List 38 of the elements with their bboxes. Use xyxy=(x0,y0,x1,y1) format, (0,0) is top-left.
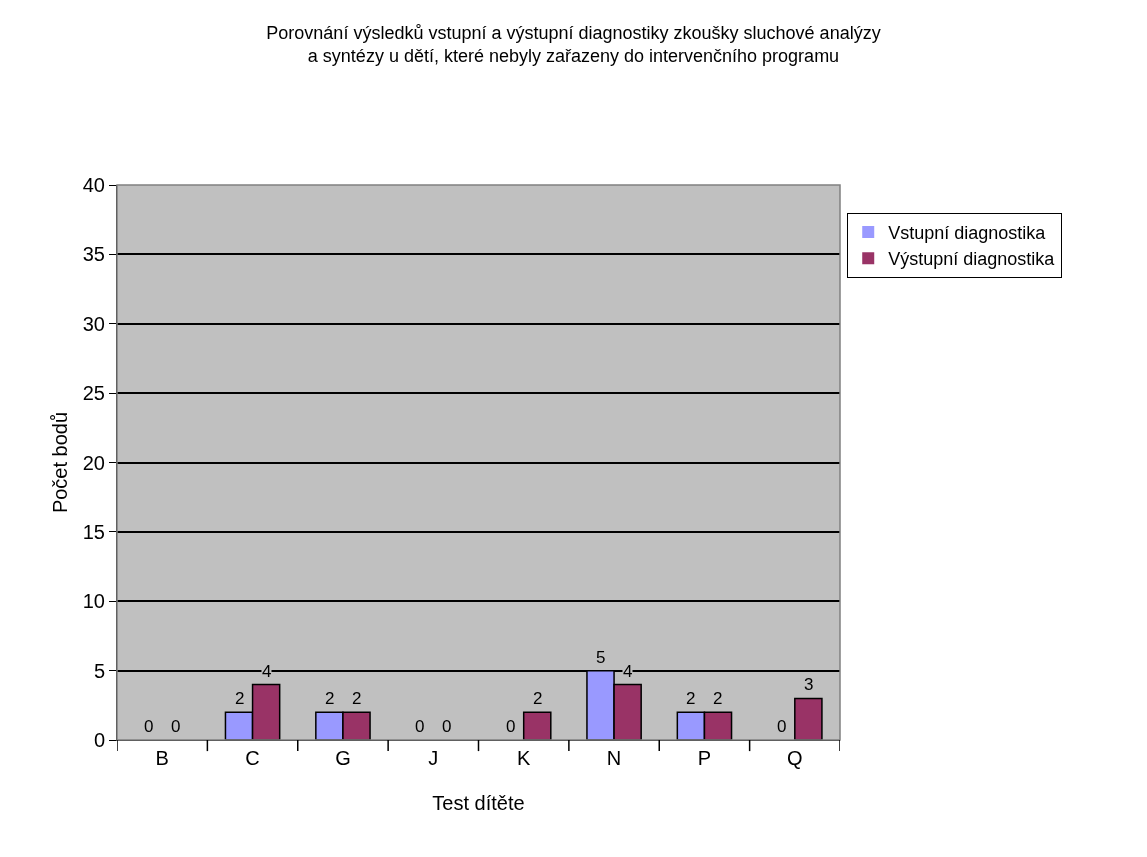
data-label: 2 xyxy=(686,689,696,708)
data-label: 0 xyxy=(144,717,154,736)
y-tick-label: 25 xyxy=(82,382,105,405)
y-tick-label: 10 xyxy=(82,590,105,613)
y-tick-label: 30 xyxy=(82,312,105,335)
data-label: 2 xyxy=(533,689,543,708)
data-label: 0 xyxy=(415,717,425,736)
y-axis-title: Počet bodů xyxy=(49,411,71,514)
data-label: 4 xyxy=(262,662,272,681)
x-axis-title: Test dítěte xyxy=(432,792,525,814)
chart-title: Porovnání výsledků vstupní a výstupní diagnostiky zkoušky sluchové analýzy a syntézy u dětí, které nebyly zařazeny do intervenčního programu xyxy=(266,22,881,66)
legend-label: Vstupní diagnostika xyxy=(888,222,1047,243)
x-tick-label: J xyxy=(428,747,439,769)
y-tick-label: 35 xyxy=(82,243,105,266)
data-label: 0 xyxy=(777,717,787,736)
x-tick-label: N xyxy=(606,747,622,769)
y-tick-label: 0 xyxy=(93,729,105,751)
data-label: 2 xyxy=(352,689,362,708)
x-tick-label: Q xyxy=(787,747,803,769)
y-tick-label: 20 xyxy=(82,451,105,474)
data-label: 0 xyxy=(442,717,452,736)
y-tick-label: 5 xyxy=(93,659,105,682)
legend-label: Výstupní diagnostika xyxy=(888,249,1056,270)
y-tick-label: 15 xyxy=(82,520,105,543)
data-label: 2 xyxy=(235,689,245,708)
x-tick-label: P xyxy=(697,747,712,769)
x-tick-label: K xyxy=(517,747,532,769)
x-tick-label: C xyxy=(245,747,260,769)
x-tick-label: B xyxy=(155,747,169,769)
data-label: 0 xyxy=(171,717,181,736)
y-tick-label: 40 xyxy=(82,174,105,196)
data-label: 2 xyxy=(325,689,335,708)
data-label: 0 xyxy=(506,717,516,736)
data-label: 3 xyxy=(804,675,814,694)
data-label: 4 xyxy=(623,662,633,681)
data-label: 5 xyxy=(596,648,606,667)
data-label: 2 xyxy=(713,689,723,708)
x-tick-label: G xyxy=(335,747,351,769)
